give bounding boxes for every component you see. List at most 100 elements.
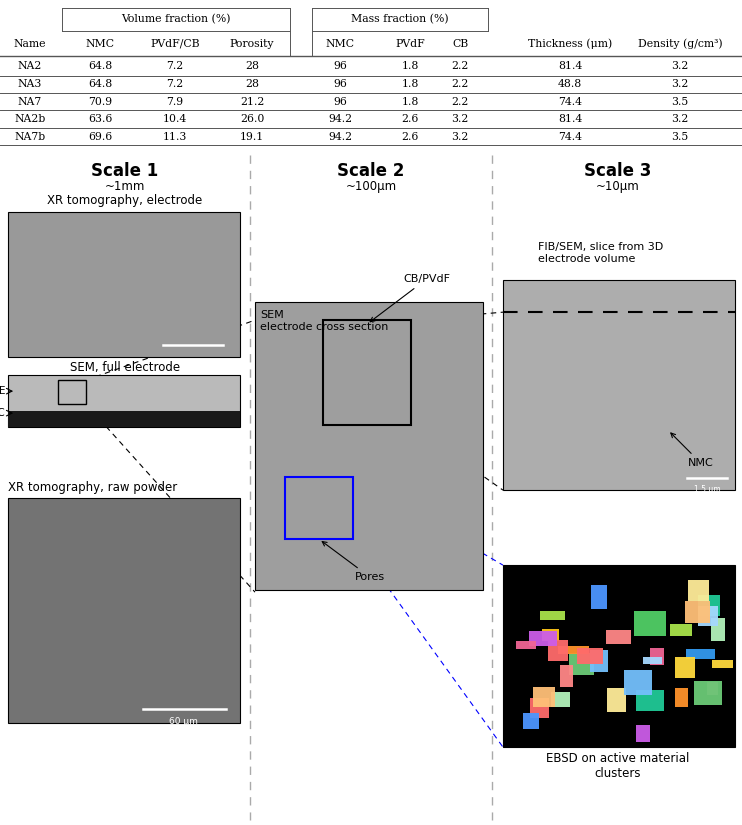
Text: FIB/SEM, slice from 3D
electrode volume: FIB/SEM, slice from 3D electrode volume bbox=[538, 243, 663, 264]
Bar bbox=[636, 690, 664, 710]
Bar bbox=[675, 657, 695, 678]
Text: 70.9: 70.9 bbox=[88, 97, 112, 106]
Text: PVdF/CB: PVdF/CB bbox=[150, 39, 200, 49]
Text: 63.6: 63.6 bbox=[88, 114, 112, 124]
Bar bbox=[577, 648, 603, 663]
Text: 94.2: 94.2 bbox=[328, 132, 352, 142]
Text: NMC: NMC bbox=[85, 39, 114, 49]
Text: 94.2: 94.2 bbox=[328, 114, 352, 124]
Text: Density (g/cm³): Density (g/cm³) bbox=[637, 38, 722, 49]
Bar bbox=[712, 659, 733, 668]
Bar bbox=[634, 611, 666, 636]
Text: NA3: NA3 bbox=[18, 79, 42, 89]
Text: 7.2: 7.2 bbox=[166, 61, 183, 71]
Text: 3.2: 3.2 bbox=[672, 114, 689, 124]
Bar bbox=[686, 649, 715, 658]
Text: 81.4: 81.4 bbox=[558, 114, 582, 124]
Bar bbox=[698, 596, 720, 616]
Text: 96: 96 bbox=[333, 97, 347, 106]
Text: 7.9: 7.9 bbox=[166, 97, 183, 106]
Text: 2.2: 2.2 bbox=[451, 97, 469, 106]
Text: Scale 2: Scale 2 bbox=[338, 163, 404, 180]
Text: 11.3: 11.3 bbox=[162, 132, 187, 142]
Text: SEM
electrode cross section: SEM electrode cross section bbox=[260, 310, 388, 332]
Text: EBSD on active material
clusters: EBSD on active material clusters bbox=[545, 752, 689, 780]
Text: 10.4: 10.4 bbox=[163, 114, 187, 124]
Bar bbox=[636, 724, 651, 742]
Text: 74.4: 74.4 bbox=[558, 132, 582, 142]
Bar bbox=[707, 682, 718, 695]
Text: 69.6: 69.6 bbox=[88, 132, 112, 142]
Bar bbox=[8, 411, 240, 427]
Text: ~100μm: ~100μm bbox=[346, 180, 396, 193]
Text: NA7: NA7 bbox=[18, 97, 42, 106]
Text: CC: CC bbox=[0, 408, 5, 418]
Bar bbox=[8, 212, 240, 357]
Text: ~1mm: ~1mm bbox=[105, 180, 145, 193]
Bar bbox=[58, 380, 86, 404]
Bar bbox=[503, 280, 735, 490]
Text: CB/PVdF: CB/PVdF bbox=[370, 274, 450, 322]
Bar bbox=[675, 688, 688, 707]
Text: 64.8: 64.8 bbox=[88, 79, 112, 89]
Text: NA7b: NA7b bbox=[14, 132, 45, 142]
Bar bbox=[516, 641, 536, 649]
Text: 1.8: 1.8 bbox=[401, 79, 418, 89]
Text: NMC: NMC bbox=[326, 39, 355, 49]
Bar bbox=[530, 698, 550, 719]
Text: Scale 1: Scale 1 bbox=[91, 163, 158, 180]
Text: 96: 96 bbox=[333, 61, 347, 71]
Text: 28: 28 bbox=[245, 79, 259, 89]
Bar bbox=[523, 713, 539, 728]
Text: 2.2: 2.2 bbox=[451, 61, 469, 71]
Bar bbox=[607, 688, 626, 712]
Bar bbox=[528, 631, 556, 646]
Text: Thickness (μm): Thickness (μm) bbox=[528, 38, 612, 49]
Text: 1.8: 1.8 bbox=[401, 61, 418, 71]
Text: 74.4: 74.4 bbox=[558, 97, 582, 106]
Text: 81.4: 81.4 bbox=[558, 61, 582, 71]
Bar bbox=[559, 665, 573, 686]
Text: 21.2: 21.2 bbox=[240, 97, 264, 106]
Text: 3.5: 3.5 bbox=[672, 97, 689, 106]
Bar bbox=[624, 671, 652, 695]
Text: NA2b: NA2b bbox=[14, 114, 46, 124]
Text: 2.6: 2.6 bbox=[401, 132, 418, 142]
Bar bbox=[590, 650, 608, 672]
Text: 3.2: 3.2 bbox=[451, 132, 469, 142]
Text: SEM, full electrode: SEM, full electrode bbox=[70, 361, 180, 375]
Bar bbox=[540, 610, 565, 620]
Text: Mass fraction (%): Mass fraction (%) bbox=[351, 14, 449, 25]
Bar bbox=[533, 686, 555, 706]
Bar bbox=[503, 565, 735, 747]
Bar bbox=[8, 498, 240, 724]
Text: CB: CB bbox=[452, 39, 468, 49]
Text: 3.2: 3.2 bbox=[672, 61, 689, 71]
Text: 3.2: 3.2 bbox=[451, 114, 469, 124]
Text: PVdF: PVdF bbox=[395, 39, 425, 49]
Bar bbox=[285, 477, 353, 540]
Bar bbox=[548, 640, 568, 662]
Text: 28: 28 bbox=[245, 61, 259, 71]
Bar bbox=[569, 653, 594, 676]
Bar bbox=[542, 629, 559, 641]
Text: Volume fraction (%): Volume fraction (%) bbox=[121, 14, 231, 25]
Text: Porosity: Porosity bbox=[230, 39, 275, 49]
Text: XR tomography, electrode: XR tomography, electrode bbox=[47, 194, 203, 207]
Text: NMC: NMC bbox=[671, 433, 714, 468]
Bar bbox=[323, 320, 411, 425]
Text: XR tomography, raw powder: XR tomography, raw powder bbox=[8, 481, 177, 494]
Text: 26.0: 26.0 bbox=[240, 114, 264, 124]
Bar bbox=[8, 375, 240, 427]
Text: 1.5 μm: 1.5 μm bbox=[694, 485, 720, 494]
Bar bbox=[688, 580, 709, 601]
Bar bbox=[558, 646, 588, 653]
Text: NA2: NA2 bbox=[18, 61, 42, 71]
Text: 3.5: 3.5 bbox=[672, 132, 689, 142]
Text: Pores: Pores bbox=[322, 541, 385, 582]
Text: E: E bbox=[0, 386, 5, 396]
Text: Scale 3: Scale 3 bbox=[584, 163, 651, 180]
Text: 19.1: 19.1 bbox=[240, 132, 264, 142]
Text: Name: Name bbox=[14, 39, 46, 49]
Text: 60 μm: 60 μm bbox=[168, 717, 197, 726]
